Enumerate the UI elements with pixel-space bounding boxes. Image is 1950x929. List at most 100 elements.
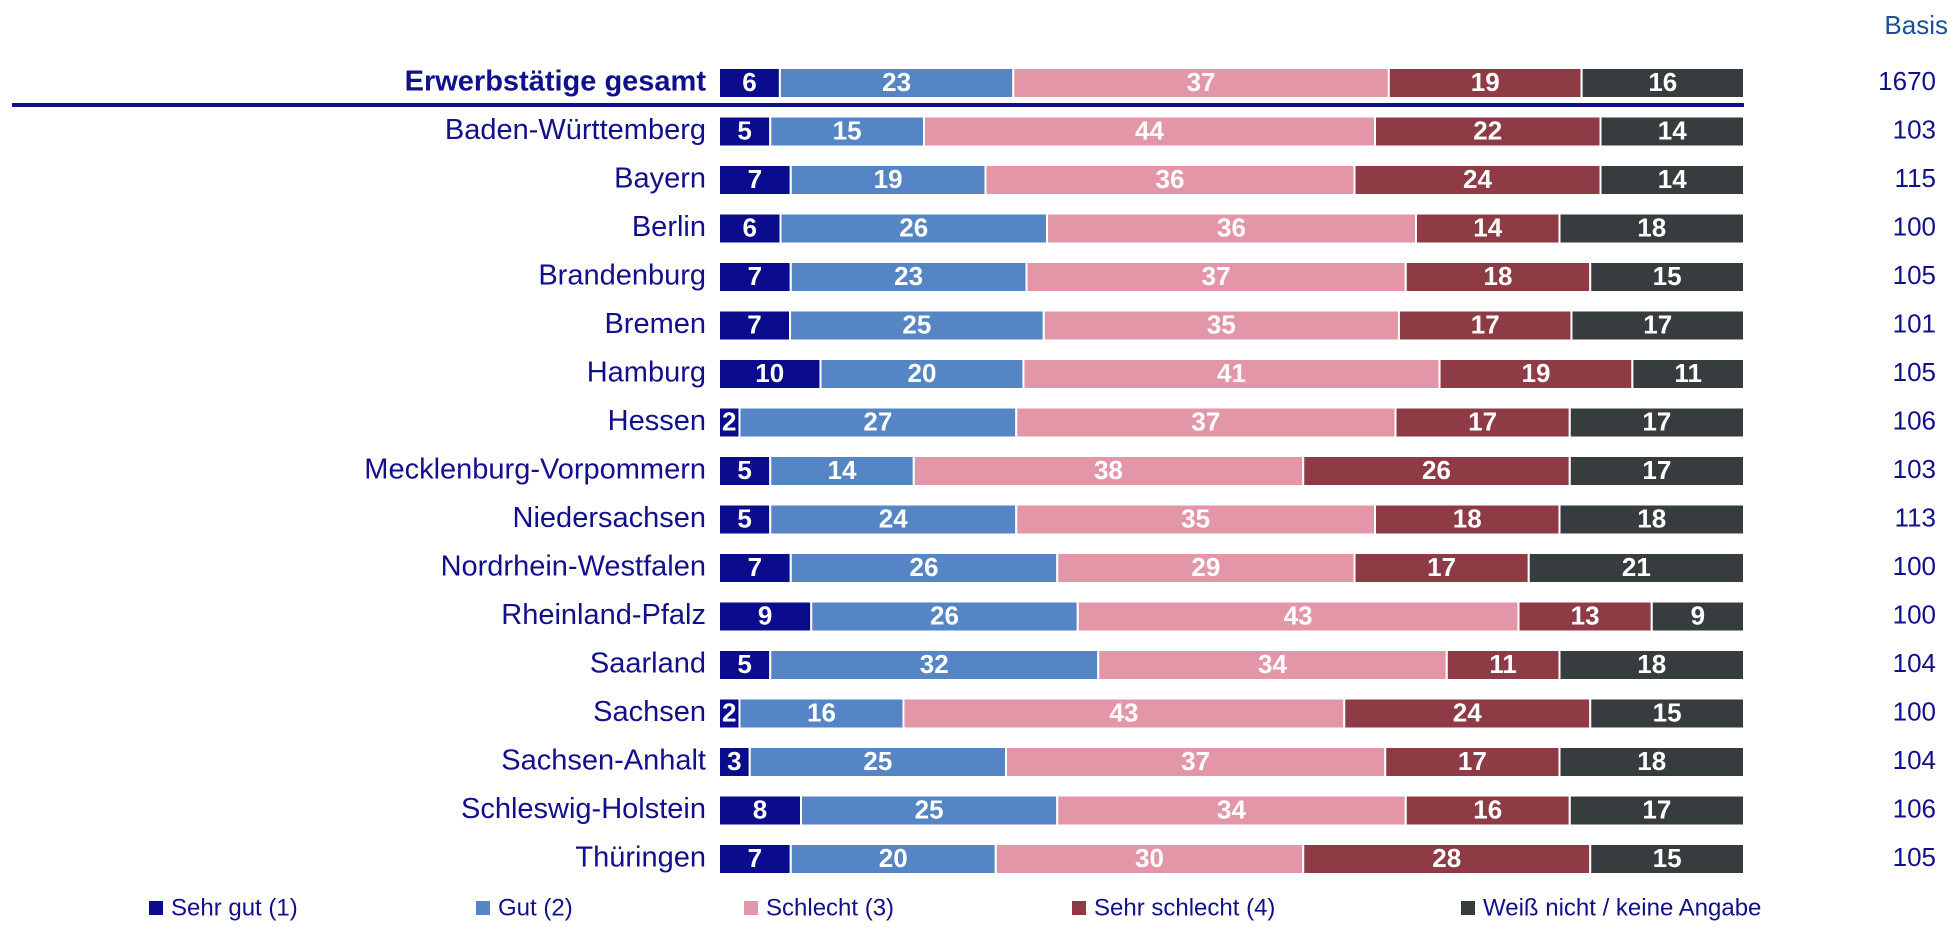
category-label: Bayern: [614, 163, 706, 195]
bar-segment: [718, 503, 772, 536]
value-label: 16: [1648, 67, 1677, 97]
value-label: 34: [1217, 794, 1246, 824]
bar-segment: [748, 746, 1007, 778]
legend-label: Weiß nicht / keine Angabe: [1483, 894, 1761, 921]
bar-segment: [778, 67, 1015, 99]
value-label: 30: [1135, 843, 1164, 873]
basis-value: 104: [1893, 648, 1936, 678]
bar-segment: [718, 309, 792, 342]
value-label: 41: [1217, 358, 1246, 388]
value-label: 28: [1432, 843, 1461, 873]
value-label: 15: [1653, 697, 1682, 727]
bar-segment: [994, 843, 1305, 875]
value-label: 15: [1653, 261, 1682, 291]
bar-segment: [1302, 843, 1592, 875]
value-label: 7: [748, 552, 762, 582]
value-label: 7: [748, 843, 762, 873]
value-label: 35: [1207, 309, 1236, 339]
bar-segment: [1404, 794, 1571, 827]
category-label: Baden-Württemberg: [445, 114, 706, 146]
bar-segment: [912, 455, 1305, 487]
bar-segment: [1343, 697, 1592, 730]
value-label: 8: [753, 794, 767, 824]
value-label: 11: [1489, 649, 1517, 679]
bar-segment: [1353, 552, 1530, 584]
bar-segment: [1374, 115, 1602, 148]
category-label: Hamburg: [587, 357, 706, 389]
value-label: 32: [920, 649, 949, 679]
value-label: 10: [755, 358, 784, 388]
bar-segment: [718, 600, 813, 633]
bar-segment: [1394, 406, 1571, 439]
value-label: 17: [1468, 406, 1497, 436]
value-label: 25: [915, 794, 944, 824]
basis-value: 105: [1893, 842, 1936, 872]
bar-segment: [1015, 406, 1397, 439]
bar-segment: [1012, 67, 1390, 99]
bar-segment: [1599, 115, 1745, 148]
bar-segment: [1558, 746, 1745, 778]
value-label: 17: [1642, 794, 1671, 824]
value-label: 44: [1135, 115, 1164, 145]
value-label: 14: [1473, 212, 1502, 242]
basis-value: 105: [1893, 260, 1936, 290]
value-label: 22: [1473, 115, 1502, 145]
value-label: 6: [742, 67, 756, 97]
category-label: Nordrhein-Westfalen: [441, 551, 706, 583]
bar-segment: [1076, 600, 1520, 633]
bar-segment: [1631, 358, 1745, 390]
value-label: 5: [737, 649, 751, 679]
value-label: 16: [1473, 794, 1502, 824]
value-label: 17: [1458, 746, 1487, 776]
bar-segment: [1005, 746, 1387, 778]
value-label: 14: [1658, 115, 1687, 145]
bar-segment: [1570, 309, 1745, 342]
bar-segment: [1589, 697, 1745, 730]
category-label: Erwerbstätige gesamt: [405, 66, 707, 98]
value-label: 36: [1156, 164, 1185, 194]
value-label: 37: [1202, 261, 1231, 291]
value-label: 25: [863, 746, 892, 776]
category-label: Bremen: [604, 308, 706, 340]
legend-label: Schlecht (3): [766, 894, 894, 921]
value-label: 6: [743, 212, 757, 242]
value-label: 19: [874, 164, 903, 194]
bar-segment: [738, 406, 1018, 439]
value-label: 15: [1653, 843, 1682, 873]
value-label: 5: [737, 115, 751, 145]
value-label: 26: [1422, 455, 1451, 485]
bar-segment: [1589, 261, 1745, 293]
bar-segment: [1580, 67, 1746, 99]
bar-segment: [718, 164, 792, 196]
bar-segment: [1568, 406, 1745, 439]
bar-segment: [718, 746, 751, 778]
category-label: Brandenburg: [538, 260, 706, 292]
basis-value: 115: [1895, 163, 1936, 193]
bar-segment: [1415, 212, 1561, 245]
value-label: 37: [1187, 67, 1216, 97]
bar-segment: [1042, 309, 1400, 342]
legend-swatch: [476, 901, 490, 915]
basis-title: Basis: [1884, 10, 1948, 40]
value-label: 7: [748, 164, 762, 194]
value-label: 18: [1637, 212, 1666, 242]
value-label: 19: [1471, 67, 1500, 97]
value-label: 9: [1691, 600, 1705, 630]
bar-segment: [1558, 649, 1745, 681]
value-label: 18: [1484, 261, 1513, 291]
bar-segment: [1445, 649, 1561, 681]
basis-value: 100: [1893, 211, 1936, 241]
value-label: 37: [1181, 746, 1210, 776]
value-label: 21: [1622, 552, 1651, 582]
bar-segment: [1353, 164, 1602, 196]
bar-segment: [1025, 261, 1407, 293]
category-label: Sachsen-Anhalt: [501, 745, 706, 777]
bar-segment: [1046, 212, 1417, 245]
bar-segment: [1097, 649, 1448, 681]
legend-label: Sehr schlecht (4): [1094, 894, 1275, 921]
value-label: 43: [1109, 697, 1138, 727]
legend-label: Sehr gut (1): [171, 894, 298, 921]
bar-segment: [718, 261, 792, 293]
value-label: 7: [747, 309, 761, 339]
basis-value: 1670: [1878, 66, 1936, 96]
